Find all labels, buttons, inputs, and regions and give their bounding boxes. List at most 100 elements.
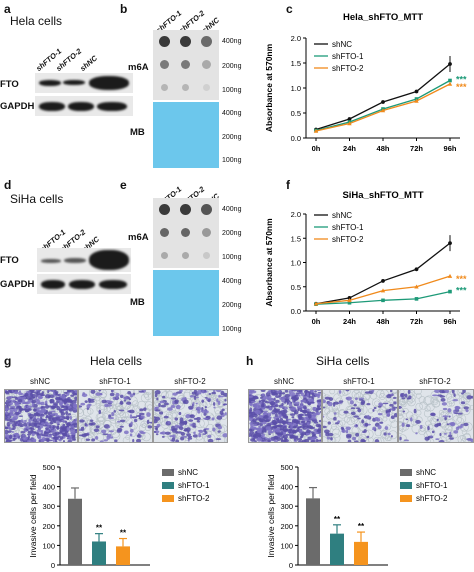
legend-entry: shFTO-1 (416, 481, 448, 490)
legend-entry: shFTO-2 (332, 235, 364, 244)
y-tick-label: 100 (280, 541, 293, 550)
bar-shFTO-2 (116, 546, 130, 565)
y-tick-label: 0 (51, 561, 55, 570)
y-tick-label: 0.5 (291, 109, 301, 118)
data-point (414, 297, 419, 301)
panel-h-title: SiHa cells (316, 354, 370, 368)
lane-label: shNC (78, 53, 100, 73)
blot-dot (201, 36, 212, 47)
blot-dot (159, 36, 170, 47)
blot-dot (182, 84, 189, 91)
x-tick-label: 24h (343, 144, 356, 153)
panel-label-g: g (4, 354, 12, 368)
blot-band (97, 102, 127, 111)
legend-entry: shFTO-1 (332, 52, 364, 61)
ng-label: 200ng (222, 302, 242, 309)
legend-swatch (400, 469, 412, 476)
x-tick-label: 72h (410, 317, 423, 326)
series-line-shNC (315, 242, 451, 305)
series-line-shNC (315, 63, 451, 131)
legend-entry: shFTO-1 (178, 481, 210, 490)
mb-label: MB (130, 297, 145, 308)
ng-label: 400ng (222, 110, 242, 117)
blot-dot (202, 60, 211, 69)
bar-shFTO-2 (354, 541, 368, 565)
ng-label: 200ng (222, 134, 242, 141)
blot-band (68, 102, 94, 111)
blot-dot (160, 228, 169, 237)
data-point (381, 100, 385, 104)
legend-entry: shFTO-1 (332, 223, 364, 232)
blot-row-label-fto: FTO (0, 79, 19, 90)
legend-entry: shFTO-2 (332, 64, 364, 73)
blot-band (41, 259, 61, 263)
significance-annotation: ** (96, 524, 103, 533)
data-point (347, 298, 352, 303)
y-tick-label: 1.0 (291, 84, 301, 93)
mtt-chart-hela: Hela_shFTO_MTT 0.0 0.5 1.0 1.5 2.0 0h 24h 48h 72h… (264, 12, 467, 153)
mtt-chart-siha: SiHa_shFTO_MTT 0.0 0.5 1.0 1.5 2.0 0h 24h 48h 72h… (264, 190, 467, 326)
panel-d-title: SiHa cells (10, 192, 64, 206)
blot-dot (181, 228, 190, 237)
micrograph-texture (154, 390, 227, 442)
blot-dot (181, 60, 190, 69)
legend-entry: shNC (178, 468, 198, 477)
invasion-bar-chart-hela: 0 100 200 300 400 500 Invasive cells per field… (28, 463, 210, 570)
panel-label-d: d (4, 178, 12, 192)
x-tick-label: 0h (312, 317, 321, 326)
mb-stain (153, 270, 219, 336)
y-axis-label: Absorbance at 570nm (264, 218, 274, 307)
western-blot-gapdh (37, 274, 131, 294)
significance-annotation: *** (456, 274, 467, 284)
micrograph-texture (249, 390, 321, 442)
legend-entry: shFTO-2 (178, 494, 210, 503)
x-tick-label: 96h (444, 144, 457, 153)
legend-entry: shNC (416, 468, 436, 477)
chart-title: SiHa_shFTO_MTT (342, 190, 423, 201)
x-tick-label: 0h (312, 144, 321, 153)
data-point (347, 300, 352, 305)
m6a-dot-blot (153, 30, 219, 100)
micrograph-texture (79, 390, 152, 442)
y-tick-label: 400 (42, 483, 55, 492)
mb-label: MB (130, 127, 145, 138)
blot-row-label-gapdh: GAPDH (0, 101, 35, 112)
blot-band (89, 76, 129, 90)
m6a-dot-blot (153, 198, 219, 268)
legend-entry: shFTO-2 (416, 494, 448, 503)
y-tick-label: 0.5 (291, 283, 301, 292)
panel-label-e: e (120, 178, 127, 192)
y-tick-label: 1.5 (291, 59, 301, 68)
ng-label: 100ng (222, 326, 242, 333)
data-point (447, 273, 453, 278)
significance-annotation: ** (120, 529, 127, 538)
micrograph-label: shFTO-1 (343, 377, 375, 386)
y-tick-label: 300 (280, 502, 293, 511)
x-tick-label: 24h (343, 317, 356, 326)
transwell-micrograph-shnc (248, 389, 322, 443)
significance-annotation: ** (334, 515, 341, 524)
blot-dot (202, 228, 211, 237)
micrograph-texture (399, 390, 473, 442)
micrograph-label: shNC (273, 377, 294, 386)
y-tick-label: 1.5 (291, 234, 301, 243)
y-tick-label: 1.0 (291, 259, 301, 268)
y-tick-label: 200 (42, 522, 55, 531)
western-blot-fto (35, 73, 133, 93)
significance-annotation: *** (456, 82, 467, 92)
blot-dot (180, 36, 191, 47)
y-tick-label: 500 (42, 463, 55, 472)
mb-stain (153, 102, 219, 168)
y-axis-label: Absorbance at 570nm (264, 43, 274, 132)
x-tick-label: 48h (377, 317, 390, 326)
bar-shFTO-1 (330, 533, 344, 565)
panel-label-h: h (246, 354, 254, 368)
panel-a-title: Hela cells (10, 14, 63, 28)
y-tick-label: 400 (280, 483, 293, 492)
legend-entry: shNC (332, 40, 352, 49)
micrograph-texture (5, 390, 77, 442)
data-point (380, 108, 386, 113)
panel-label-b: b (120, 2, 128, 16)
y-tick-label: 100 (42, 541, 55, 550)
blot-dot (201, 204, 212, 215)
